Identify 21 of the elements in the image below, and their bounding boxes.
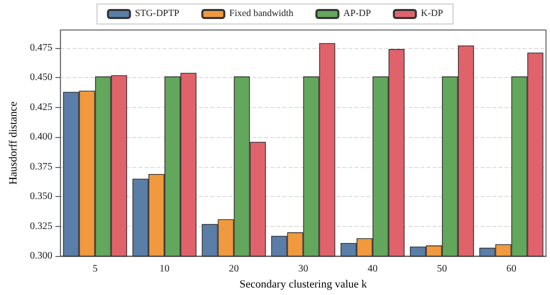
x-tick-label: 5: [92, 264, 98, 275]
y-axis-title: Hausdorff distance: [8, 101, 20, 185]
x-tick-label: 60: [506, 264, 516, 275]
x-tick-label: 20: [228, 264, 239, 275]
y-tick-label: 0.400: [30, 132, 52, 143]
x-tick-label: 50: [436, 264, 447, 275]
y-tick-label: 0.300: [30, 250, 52, 262]
y-tick-label: 0.375: [30, 161, 52, 172]
y-tick-label: 0.425: [30, 102, 52, 113]
y-tick-label: 0.350: [30, 191, 52, 202]
x-tick-label: 30: [298, 264, 308, 275]
x-axis-title: Secondary clustering value k: [240, 278, 368, 290]
x-tick-label: 10: [159, 264, 170, 275]
y-tick-label: 0.475: [30, 42, 52, 54]
y-tick-label: 0.450: [30, 72, 52, 84]
legend-label: AP-DP: [343, 9, 371, 19]
legend-label: K-DP: [420, 9, 444, 19]
y-tick-label: 0.325: [30, 220, 52, 232]
legend-label: STG-DPTP: [134, 9, 180, 19]
legend-label: Fixed bandwidth: [229, 9, 294, 19]
x-tick-label: 40: [368, 264, 378, 275]
